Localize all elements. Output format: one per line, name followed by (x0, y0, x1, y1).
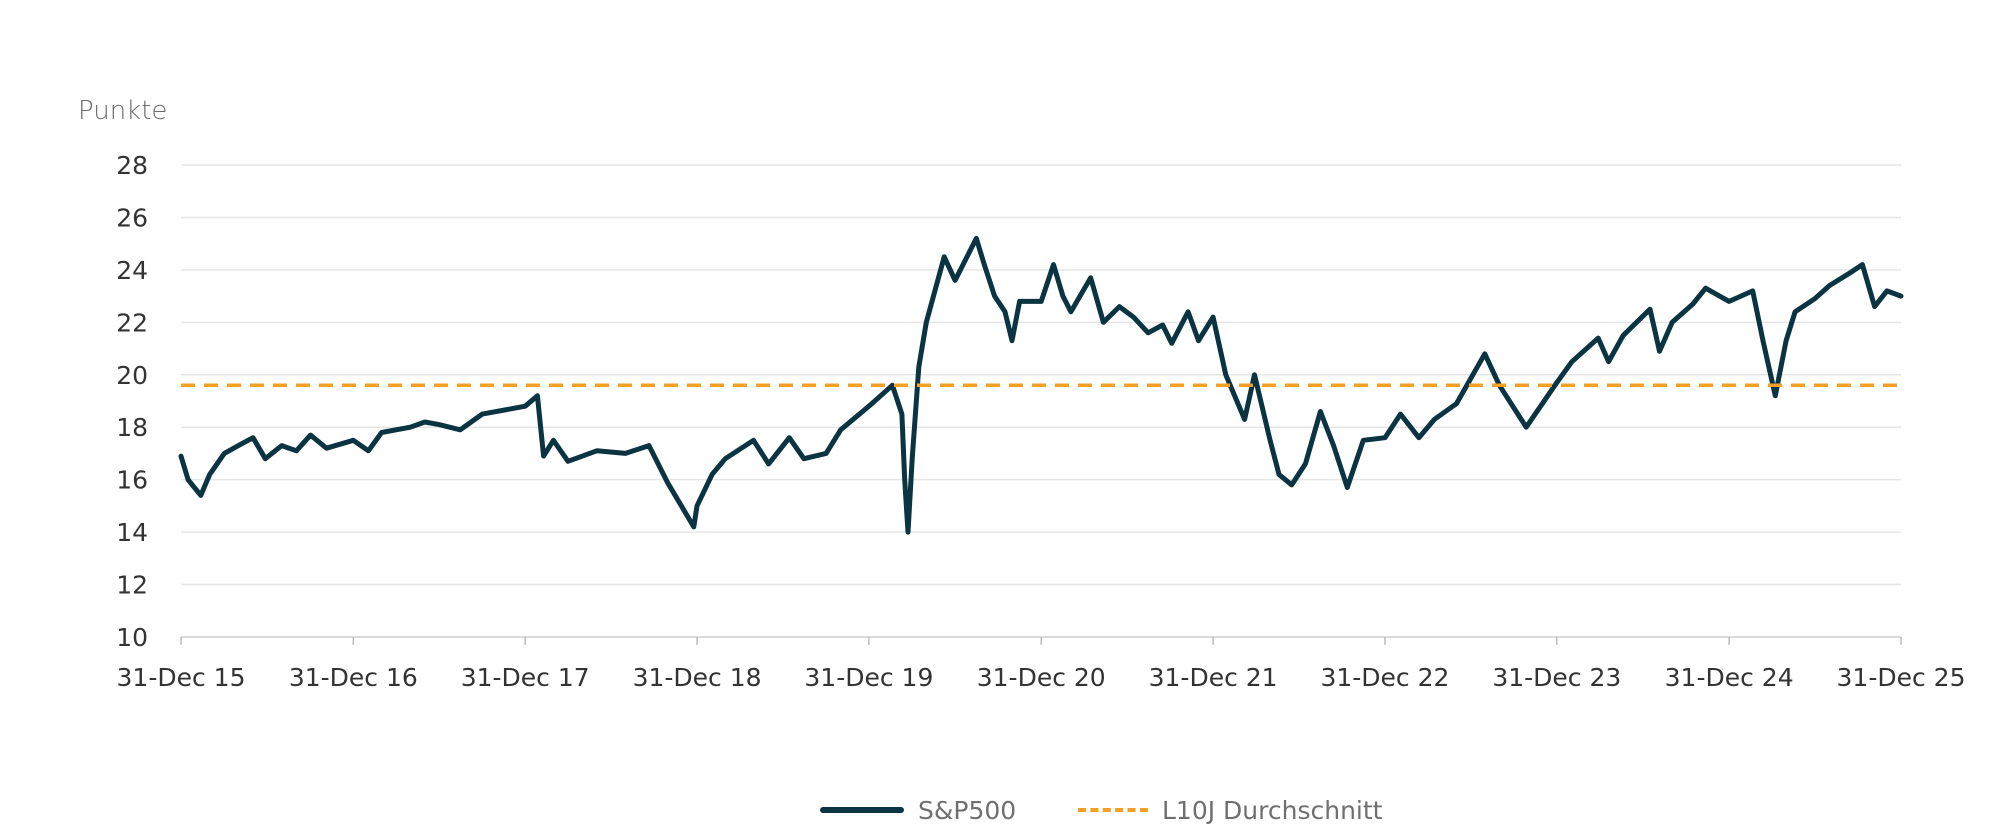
y-tick-label-16: 16 (116, 466, 148, 495)
legend-swatch-solid (820, 807, 904, 813)
y-tick-label-28: 28 (116, 151, 148, 180)
x-tick-label-8: 31-Dec 23 (1492, 663, 1621, 692)
y-axis: 10 12 14 16 18 20 22 24 26 28 (116, 151, 148, 652)
x-axis: 31-Dec 15 31-Dec 16 31-Dec 17 31-Dec 18 31-D… (117, 636, 1966, 692)
legend-item-sp500: S&P500 (820, 792, 1016, 828)
x-tick-label-2: 31-Dec 17 (461, 663, 590, 692)
x-tick-label-9: 31-Dec 24 (1665, 663, 1794, 692)
x-tick-label-6: 31-Dec 21 (1149, 663, 1278, 692)
grid-lines (181, 164, 1901, 586)
x-tick-label-1: 31-Dec 16 (289, 663, 418, 692)
legend-item-average: L10J Durchschnitt (1078, 792, 1382, 828)
y-tick-label-18: 18 (116, 413, 148, 442)
y-axis-label: Punkte (78, 96, 168, 126)
legend-label-average: L10J Durchschnitt (1162, 795, 1383, 825)
y-tick-label-14: 14 (116, 518, 148, 547)
series-line-sp500 (178, 235, 1904, 535)
plot-area (178, 235, 1904, 535)
x-tick-label-7: 31-Dec 22 (1320, 663, 1449, 692)
x-tick-label-0: 31-Dec 15 (117, 663, 246, 692)
legend-swatch-dashed (1078, 808, 1148, 812)
y-tick-label-12: 12 (116, 571, 148, 600)
x-tick-label-4: 31-Dec 19 (804, 663, 933, 692)
legend-label-sp500: S&P500 (918, 795, 1017, 825)
x-tick-label-3: 31-Dec 18 (633, 663, 762, 692)
legend: S&P500 L10J Durchschnitt (0, 792, 2008, 828)
x-tick-label-5: 31-Dec 20 (977, 663, 1106, 692)
y-tick-label-20: 20 (116, 361, 148, 390)
y-tick-label-22: 22 (116, 308, 148, 337)
x-tick-label-10: 31-Dec 25 (1837, 663, 1966, 692)
y-tick-label-24: 24 (116, 256, 148, 285)
y-tick-label-10: 10 (116, 623, 148, 652)
y-tick-label-26: 26 (116, 203, 148, 232)
